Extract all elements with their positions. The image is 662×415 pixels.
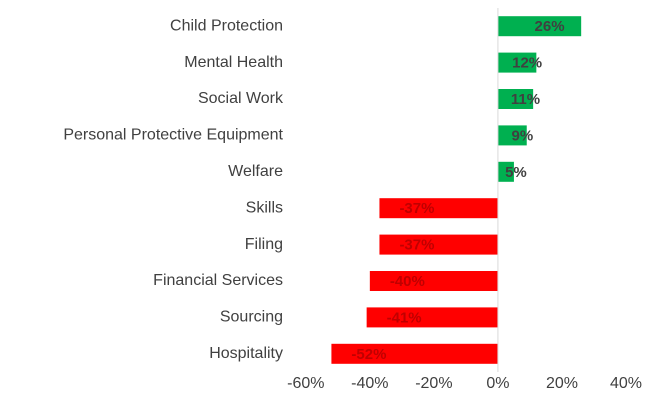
bar [497, 125, 527, 146]
bar [366, 307, 498, 328]
data-label: 11% [511, 91, 540, 108]
data-label: -40% [390, 273, 425, 290]
data-label: -37% [399, 200, 434, 217]
data-label: -52% [351, 346, 386, 363]
bar [331, 343, 498, 364]
y-tick-label: Hospitality [209, 345, 283, 362]
x-tick-label: 20% [546, 375, 578, 392]
y-tick-label: Social Work [198, 90, 284, 107]
y-tick-label: Filing [245, 236, 283, 253]
y-tick-label: Personal Protective Equipment [63, 127, 283, 144]
x-tick-label: -40% [351, 375, 388, 392]
y-tick-label: Mental Health [184, 54, 283, 71]
bar [497, 161, 514, 182]
x-tick-label: -60% [287, 375, 324, 392]
data-label: 12% [512, 55, 542, 72]
bar [497, 89, 534, 109]
y-tick-label: Child Protection [170, 17, 283, 34]
x-tick-label: 40% [610, 375, 642, 392]
bar [379, 198, 498, 219]
bar [497, 16, 582, 37]
data-label: 5% [505, 164, 527, 181]
data-label: 26% [535, 18, 565, 35]
y-tick-label: Sourcing [220, 309, 283, 326]
x-tick-label: 0% [486, 375, 509, 392]
y-tick-label: Welfare [228, 163, 283, 180]
bar [497, 52, 537, 73]
data-label: -41% [387, 309, 422, 326]
data-label: 9% [511, 127, 533, 144]
bar [369, 271, 498, 291]
x-tick-label: -20% [415, 375, 452, 392]
y-tick-label: Financial Services [153, 272, 283, 289]
y-tick-label: Skills [246, 199, 283, 216]
data-label: -37% [399, 237, 434, 254]
bar [379, 234, 498, 255]
